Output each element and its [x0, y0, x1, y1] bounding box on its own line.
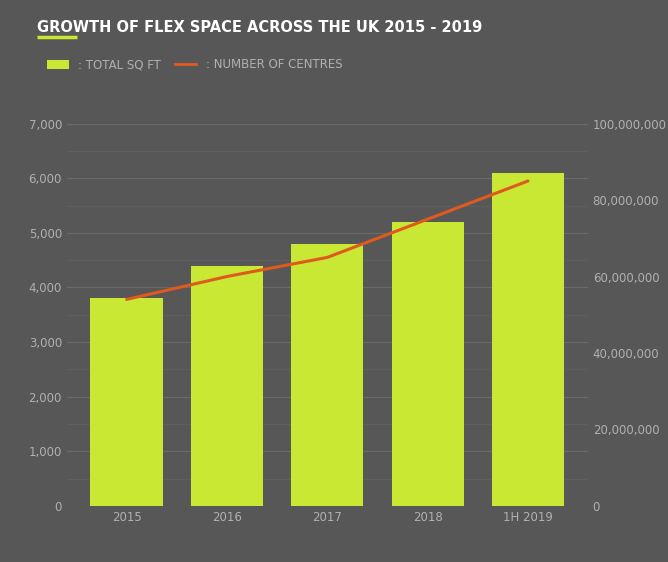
Legend: : TOTAL SQ FT, : NUMBER OF CENTRES: : TOTAL SQ FT, : NUMBER OF CENTRES: [43, 54, 347, 76]
Bar: [291, 244, 363, 506]
Bar: [191, 266, 263, 506]
Bar: [391, 222, 464, 506]
Bar: [90, 298, 163, 506]
Bar: [492, 173, 564, 506]
Text: GROWTH OF FLEX SPACE ACROSS THE UK 2015 - 2019: GROWTH OF FLEX SPACE ACROSS THE UK 2015 …: [37, 20, 482, 35]
